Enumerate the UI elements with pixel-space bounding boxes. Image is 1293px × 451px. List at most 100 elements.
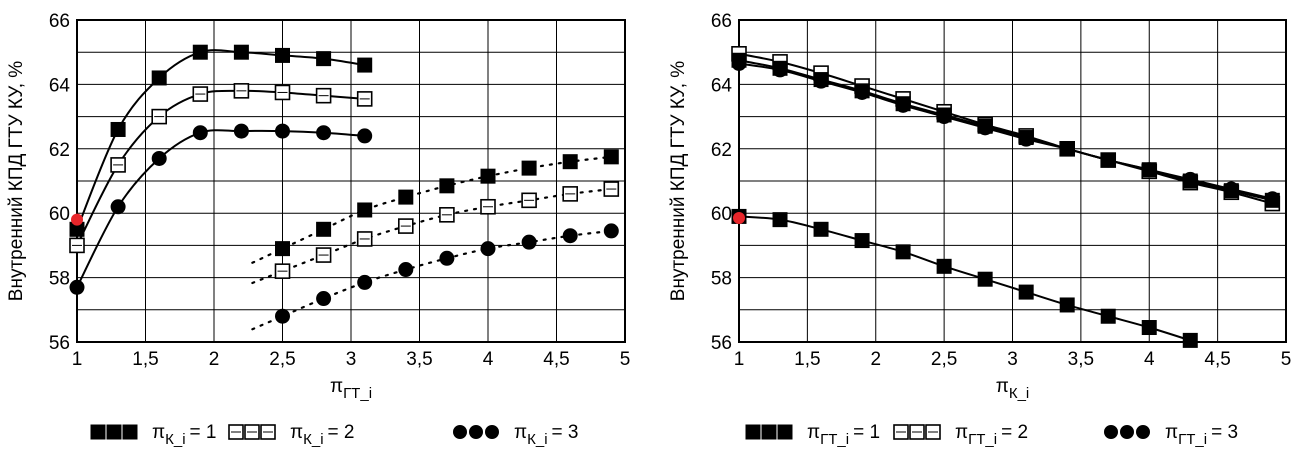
legend-item: πГТ_i = 1	[745, 422, 880, 448]
y-tick-label: 66	[711, 11, 732, 32]
data-point	[1141, 162, 1157, 178]
x-tick-label: 4,5	[543, 349, 569, 370]
x-axis-title-sub: ГТ_i	[343, 385, 372, 402]
legend-label-sub: К_i	[527, 431, 547, 448]
y-axis-title: Внутренний КПД ГТУ КУ, %	[6, 61, 27, 301]
legend-label-base: π	[290, 422, 303, 443]
legend-label-sub: ГТ_i	[820, 431, 849, 448]
y-tick-label: 64	[49, 75, 71, 96]
legend-label-sub: К_i	[165, 431, 185, 448]
x-axis-title-base: π	[330, 376, 343, 397]
y-tick-label: 62	[711, 140, 732, 161]
data-point	[731, 52, 747, 68]
legend-label: πГТ_i = 3	[1165, 422, 1238, 448]
data-point	[357, 128, 373, 144]
highlight-point	[733, 212, 745, 225]
data-point	[813, 221, 829, 237]
data-point	[1264, 192, 1280, 208]
legend-marker	[909, 424, 925, 440]
data-point	[357, 202, 373, 218]
data-point	[895, 244, 911, 260]
x-tick-label: 5	[620, 349, 631, 370]
data-point	[1182, 332, 1198, 348]
x-tick-label: 2	[870, 349, 881, 370]
data-point	[192, 44, 208, 60]
data-point	[480, 168, 496, 184]
chart-right: 1 1,5 2 2,5 3 3,5 4 4,5 5565860626466πК_iВнутрен…	[668, 11, 1291, 448]
x-tick-label: 4	[1144, 349, 1155, 370]
data-point	[1100, 308, 1116, 324]
x-tick-label: 4,5	[1204, 349, 1230, 370]
data-point	[1018, 284, 1034, 300]
data-point	[69, 237, 85, 254]
legend-label-base: π	[152, 422, 165, 443]
legend-marker	[777, 424, 793, 440]
y-tick-label: 58	[711, 269, 732, 290]
x-tick-label: 3,5	[1068, 349, 1094, 370]
series-4	[251, 181, 620, 285]
data-point	[397, 218, 414, 234]
data-point	[480, 241, 496, 257]
x-axis-title: πГТ_i	[330, 376, 372, 402]
legend-label: πГТ_i = 1	[807, 422, 880, 448]
highlight-point	[71, 213, 83, 226]
data-point	[772, 60, 788, 76]
data-point	[1182, 173, 1198, 189]
x-tick-label: 1	[734, 349, 745, 370]
legend-item: πГТ_i = 3	[1104, 422, 1238, 448]
legend-label-sub: ГТ_i	[1178, 431, 1207, 448]
data-point	[1059, 297, 1075, 313]
x-tick-label: 3,5	[406, 349, 432, 370]
chart-left: 1 1,5 2 2,5 3 3,5 4 4,5 5565860626466πГТ_iВнутре…	[6, 11, 630, 448]
data-point	[316, 291, 332, 307]
legend-item: πГТ_i = 2	[893, 422, 1028, 448]
legend-label-sub: К_i	[303, 431, 323, 448]
series-0	[731, 208, 1198, 348]
legend-label-sub: ГТ_i	[968, 431, 997, 448]
plot-frame	[76, 19, 626, 343]
legend-item: πК_i = 2	[228, 422, 355, 448]
data-point	[439, 207, 455, 223]
legend-marker	[1104, 425, 1118, 439]
series-line	[251, 155, 613, 264]
data-point	[357, 57, 373, 73]
y-tick-label: 60	[711, 204, 732, 225]
y-tick-label: 62	[49, 140, 70, 161]
legend-label: πК_i = 1	[152, 422, 216, 448]
data-point	[603, 181, 620, 197]
legend-label-value: = 2	[328, 422, 355, 443]
series-2	[69, 123, 373, 295]
data-point	[192, 125, 208, 141]
data-point	[439, 178, 455, 194]
data-point	[1223, 183, 1239, 199]
data-point	[1018, 130, 1034, 146]
data-point	[895, 96, 911, 112]
data-point	[357, 274, 373, 290]
legend-label-value: = 3	[552, 422, 579, 443]
legend-marker	[122, 424, 138, 440]
legend-marker	[228, 424, 244, 440]
y-tick-label: 64	[711, 75, 733, 96]
data-point	[1100, 152, 1116, 168]
y-tick-label: 60	[49, 204, 70, 225]
legend-item: πК_i = 1	[90, 422, 216, 448]
data-point	[233, 123, 249, 139]
series-5	[251, 223, 619, 331]
data-point	[316, 51, 332, 67]
data-point	[110, 199, 126, 215]
y-axis-title: Внутренний КПД ГТУ КУ, %	[668, 61, 689, 301]
legend-marker	[106, 424, 122, 440]
data-point	[316, 125, 332, 141]
data-point	[562, 186, 579, 202]
data-point	[274, 84, 291, 101]
data-point	[315, 87, 332, 104]
data-point	[977, 118, 993, 134]
legend-label-value: = 1	[190, 422, 217, 443]
legend-marker	[1120, 425, 1134, 439]
data-point	[274, 263, 291, 279]
data-point	[562, 228, 578, 244]
legend-item: πК_i = 3	[453, 422, 579, 448]
x-tick-label: 1	[72, 349, 83, 370]
plot-frame	[738, 19, 1287, 343]
